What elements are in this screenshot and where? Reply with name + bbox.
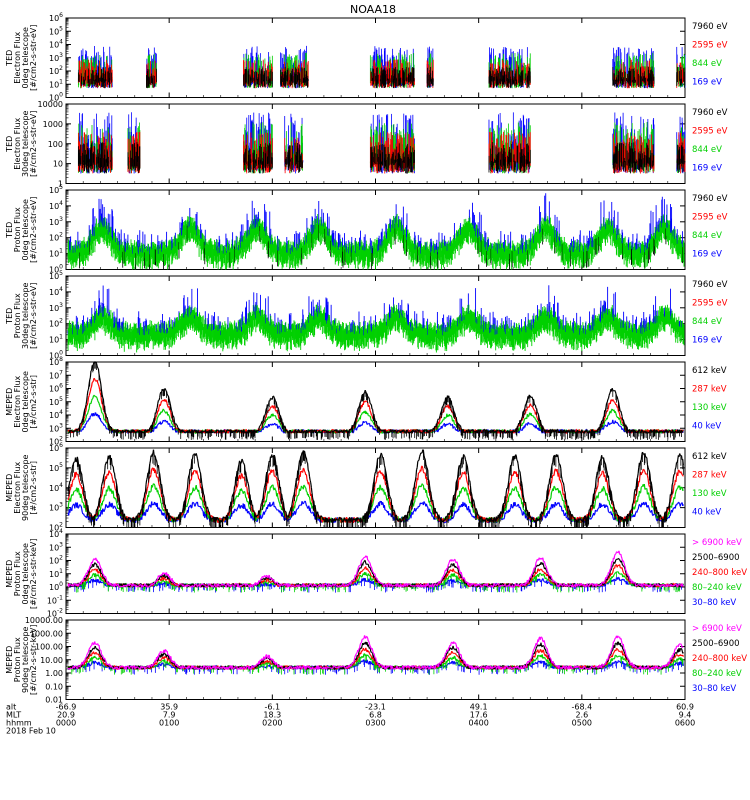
legend-entry: 844 eV [692, 59, 722, 69]
legend-entry: 844 eV [692, 231, 722, 241]
legend-entry: 7960 eV [692, 280, 728, 290]
legend-entry: 2595 eV [692, 40, 728, 50]
legend-entry: 7960 eV [692, 108, 728, 118]
y-tick-label: 100 [48, 140, 63, 149]
legend-entry: 844 eV [692, 145, 722, 155]
legend-entry: 7960 eV [692, 22, 728, 32]
y-tick-label: 10 [53, 160, 63, 169]
legend-entry: 169 eV [692, 249, 722, 259]
y-axis-label: [#/cm2-s-str-eV] [29, 111, 38, 177]
legend-entry: 169 eV [692, 163, 722, 173]
legend-entry: 7960 eV [692, 194, 728, 204]
y-tick-label: 10000 [38, 100, 63, 109]
y-tick-label: 1000 [43, 120, 63, 129]
legend-entry: 844 eV [692, 317, 722, 327]
legend-entry: 169 eV [692, 77, 722, 87]
legend-entry: 169 eV [692, 335, 722, 345]
y-axis-label: [#/cm2-s-str-eV] [29, 25, 38, 91]
legend-entry: 2595 eV [692, 212, 728, 222]
y-axis-label: [#/cm2-s-str-eV] [29, 283, 38, 349]
legend-entry: 2595 eV [692, 126, 728, 136]
chart-title: NOAA18 [350, 3, 396, 16]
legend-entry: 2595 eV [692, 298, 728, 308]
y-axis-label: [#/cm2-s-str-eV] [29, 197, 38, 263]
